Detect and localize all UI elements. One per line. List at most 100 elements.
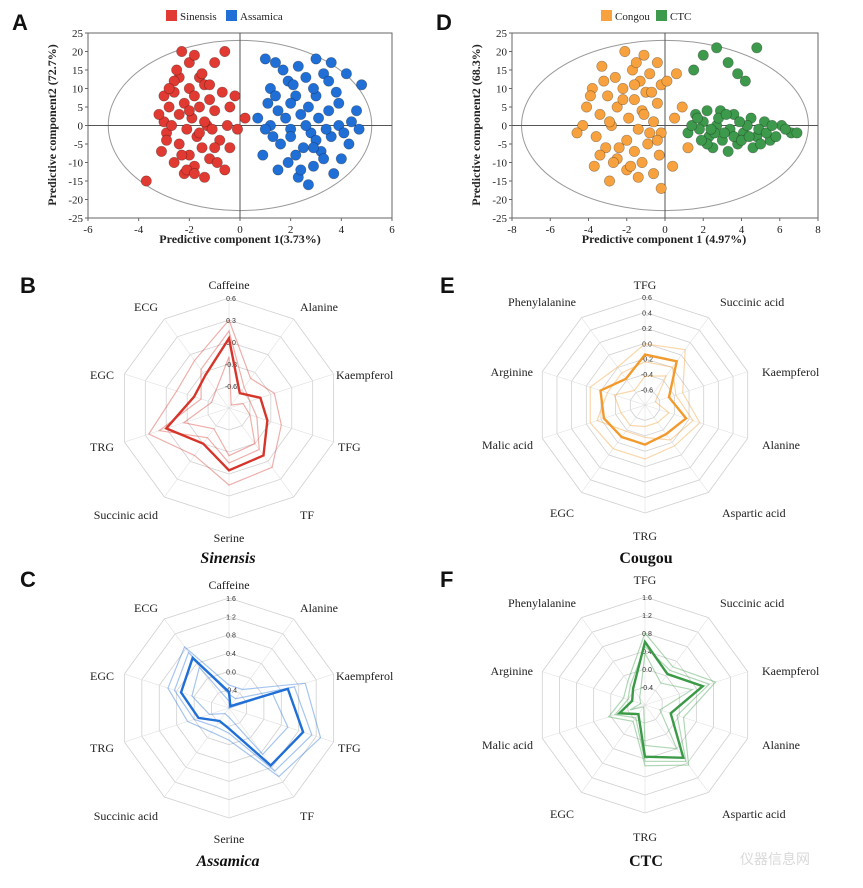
y-tick-label: -20	[492, 195, 507, 207]
data-point-sinensis	[214, 134, 226, 146]
data-point-assamica	[259, 123, 271, 135]
radar-band-series	[629, 651, 694, 750]
data-point-sinensis	[209, 105, 221, 117]
radar-tick-label: -0.4	[641, 372, 653, 379]
data-point-congou	[636, 157, 648, 169]
radar-axis-label: EGC	[90, 669, 114, 683]
data-point-assamica	[295, 108, 307, 120]
radar-band-series	[589, 343, 701, 460]
data-point-congou	[670, 68, 682, 80]
data-point-sinensis	[183, 105, 195, 117]
data-points-a	[140, 45, 368, 191]
data-point-assamica	[287, 79, 299, 91]
x-axis-label-a: Predictive component 1(3.73%)	[159, 232, 320, 246]
data-point-assamica	[305, 127, 317, 139]
data-point-congou	[621, 134, 633, 146]
x-tick-labels-a: -6 -4 -2 0 2 4 6	[83, 218, 395, 236]
radar-tick-label: 0.0	[642, 667, 652, 674]
radar-band-series	[613, 645, 711, 763]
radar-tick-label: -0.2	[641, 357, 653, 364]
legend-swatch-ctc	[656, 10, 667, 21]
radar-spoke	[542, 671, 646, 706]
data-point-assamica	[300, 71, 312, 83]
data-point-sinensis	[221, 120, 233, 132]
x-tick-label: -2	[622, 224, 631, 236]
radar-tick-label: 1.6	[642, 595, 652, 602]
watermark-text: 仪器信息网	[740, 851, 810, 868]
data-point-assamica	[340, 68, 352, 80]
radar-spoke	[581, 404, 646, 493]
radar-axis-label: TRG	[633, 830, 657, 844]
data-point-congou	[630, 57, 642, 69]
panel-letter-f: F	[440, 567, 453, 592]
radar-axis-label: EGC	[550, 506, 574, 520]
panel-letter-a: A	[12, 10, 28, 35]
data-point-assamica	[275, 138, 287, 150]
y-tick-label: 5	[78, 102, 84, 114]
data-point-congou	[644, 127, 656, 139]
data-point-sinensis	[166, 120, 178, 132]
data-point-assamica	[267, 131, 279, 143]
radar-spoke	[228, 407, 334, 443]
radar-axis-label: Caffeine	[208, 578, 249, 592]
radar-spoke	[581, 704, 646, 793]
radar-band-series	[167, 645, 322, 778]
radar-mean-series	[164, 335, 269, 472]
x-tick-label: 0	[237, 224, 243, 236]
data-point-congou	[638, 49, 650, 61]
radar-tick-label: -0.6	[641, 388, 653, 395]
radar-spoke	[228, 707, 334, 743]
data-point-ctc	[718, 127, 730, 139]
radar-spoke	[124, 707, 230, 743]
y-tick-label: 20	[72, 47, 84, 59]
data-point-ctc	[734, 116, 746, 128]
data-point-congou	[651, 57, 663, 69]
data-point-sinensis	[231, 123, 243, 135]
data-point-congou	[594, 149, 606, 161]
data-point-congou	[667, 160, 679, 172]
radar-tick-label: 0.8	[642, 631, 652, 638]
radar-tick-label: 1.6	[226, 596, 236, 603]
data-point-congou	[644, 68, 656, 80]
data-point-ctc	[739, 75, 751, 87]
data-point-sinensis	[193, 127, 205, 139]
radar-axis-label: Aspartic acid	[722, 807, 786, 821]
panel-letter-d: D	[436, 10, 452, 35]
data-point-ctc	[722, 145, 734, 157]
x-tick-label: 2	[701, 224, 707, 236]
data-point-congou	[653, 149, 665, 161]
data-point-congou	[588, 160, 600, 172]
data-point-assamica	[295, 164, 307, 176]
radar-tick-labels: 1.6 1.2 0.8 0.4 0.0 -0.4	[225, 596, 237, 695]
data-point-assamica	[285, 97, 297, 109]
radar-axis-label: Alanine	[762, 438, 800, 452]
data-point-assamica	[345, 116, 357, 128]
data-point-assamica	[280, 112, 292, 124]
y-tick-label: 10	[496, 84, 508, 96]
data-point-sinensis	[193, 101, 205, 113]
data-point-sinensis	[140, 175, 152, 187]
radar-tick-label: 0.2	[642, 326, 652, 333]
data-point-ctc	[692, 112, 704, 124]
data-point-ctc	[791, 127, 803, 139]
data-point-sinensis	[219, 45, 231, 57]
data-point-assamica	[353, 123, 365, 135]
radar-title-e: Cougou	[619, 550, 672, 567]
data-point-sinensis	[209, 142, 221, 154]
data-point-assamica	[300, 120, 312, 132]
data-point-ctc	[755, 138, 767, 150]
data-point-sinensis	[196, 142, 208, 154]
data-point-assamica	[257, 149, 269, 161]
data-point-congou	[646, 86, 658, 98]
radar-tick-label: 0.0	[226, 669, 236, 676]
y-tick-label: -10	[492, 158, 507, 170]
data-point-sinensis	[163, 83, 175, 95]
data-point-congou	[642, 138, 654, 150]
data-point-congou	[581, 101, 593, 113]
radar-axis-label: Alanine	[300, 300, 338, 314]
data-points-d	[571, 42, 803, 194]
data-point-congou	[651, 97, 663, 109]
radar-tick-label: -0.4	[225, 688, 237, 695]
y-tick-label: 15	[72, 65, 84, 77]
data-point-congou	[571, 127, 583, 139]
